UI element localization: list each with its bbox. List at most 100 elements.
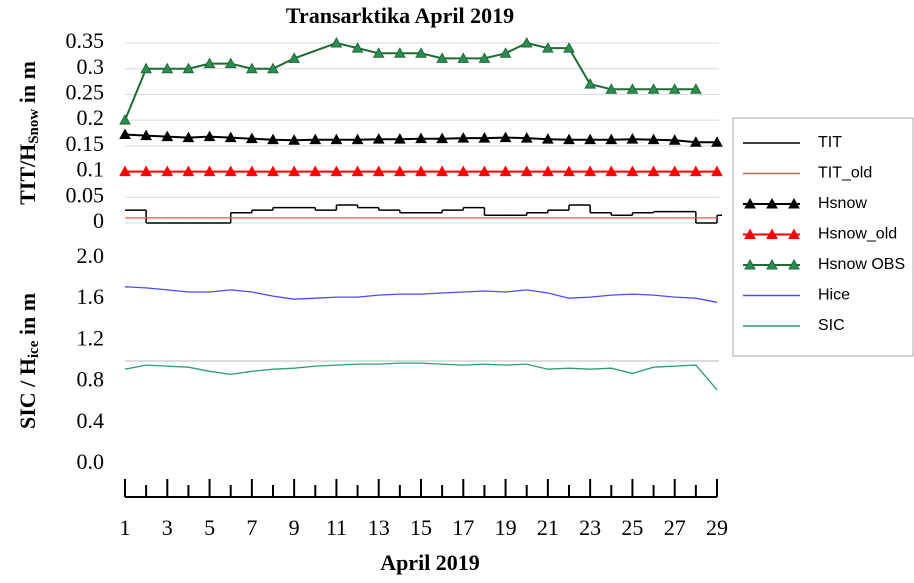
y-tick-label: 2.0 <box>77 243 105 268</box>
series-line <box>124 362 718 391</box>
x-tick-label: 9 <box>289 515 300 540</box>
x-tick-label: 11 <box>326 515 347 540</box>
x-tick-label: 27 <box>664 515 686 540</box>
marker <box>605 165 618 177</box>
marker <box>499 47 512 58</box>
marker <box>478 52 491 63</box>
y-axis-title: SIC / Hice in m <box>15 293 42 429</box>
marker <box>267 133 279 145</box>
marker <box>182 62 195 74</box>
marker <box>584 165 596 177</box>
legend-marker <box>766 228 778 239</box>
y-tick-label: 0.8 <box>77 367 105 392</box>
marker <box>224 131 237 143</box>
marker <box>563 133 575 145</box>
series-line <box>124 41 696 121</box>
marker <box>330 165 343 177</box>
y-axis-title: TIT/HSnow in m <box>15 61 42 205</box>
x-tick-label: 19 <box>495 515 517 540</box>
marker <box>668 165 681 177</box>
legend-label: SIC <box>818 317 845 334</box>
marker <box>267 62 279 74</box>
legend-label: Hsnow OBS <box>818 256 905 273</box>
marker <box>457 132 470 143</box>
marker <box>711 136 723 147</box>
marker <box>542 165 554 177</box>
marker <box>351 42 364 53</box>
y-tick-label: 0.15 <box>66 131 105 156</box>
marker <box>119 128 131 140</box>
marker <box>668 83 681 94</box>
legend-label: Hsnow_old <box>818 226 897 243</box>
marker <box>605 133 618 145</box>
y-tick-label: 1.6 <box>77 284 105 309</box>
x-tick-label: 29 <box>706 515 728 540</box>
legend-marker <box>744 228 756 239</box>
x-tick-label: 23 <box>579 515 601 540</box>
marker <box>203 165 216 177</box>
marker <box>246 132 258 144</box>
marker <box>288 165 300 177</box>
x-tick-label: 17 <box>452 515 474 540</box>
marker <box>224 57 237 69</box>
marker <box>415 47 427 58</box>
legend-label: TIT_old <box>818 165 872 182</box>
series-line <box>124 286 718 303</box>
y-tick-label: 0.3 <box>77 54 105 79</box>
marker <box>668 134 681 145</box>
marker <box>478 165 491 177</box>
marker <box>436 52 448 63</box>
marker <box>584 133 596 145</box>
marker <box>711 165 723 177</box>
legend-label: Hsnow <box>818 195 867 212</box>
marker <box>605 83 618 94</box>
x-tick-label: 21 <box>537 515 559 540</box>
marker <box>647 83 660 94</box>
marker <box>119 165 131 177</box>
marker <box>203 57 216 69</box>
marker <box>140 129 152 141</box>
x-tick-label: 3 <box>162 515 173 540</box>
marker <box>224 165 237 177</box>
x-tick-label: 15 <box>410 515 432 540</box>
y-tick-label: 0.4 <box>77 408 105 433</box>
marker <box>457 165 470 177</box>
marker <box>140 62 152 74</box>
x-tick-label: 25 <box>621 515 643 540</box>
marker <box>372 133 385 144</box>
marker <box>520 132 533 143</box>
marker <box>351 165 364 177</box>
legend-marker <box>788 197 800 209</box>
marker <box>542 42 554 53</box>
marker <box>372 47 385 58</box>
y-tick-label: 1.2 <box>77 325 105 350</box>
marker <box>394 133 406 144</box>
x-tick-label: 13 <box>368 515 390 540</box>
marker <box>246 62 258 74</box>
x-tick-label: 1 <box>120 515 131 540</box>
y-tick-label: 0.35 <box>66 28 105 53</box>
marker <box>499 131 512 143</box>
y-axis-title-part: SIC / H <box>15 358 40 429</box>
y-tick-label: 0.25 <box>66 79 105 104</box>
legend-marker <box>766 197 778 209</box>
y-tick-label: 0.05 <box>66 182 105 207</box>
marker <box>520 36 533 48</box>
marker <box>394 165 406 177</box>
marker <box>330 133 343 145</box>
legend-marker <box>788 258 800 270</box>
marker <box>542 133 554 144</box>
marker <box>161 165 174 177</box>
x-tick-label: 5 <box>204 515 215 540</box>
marker <box>563 165 575 177</box>
y-axis-title-part: TIT/H <box>15 144 40 205</box>
marker <box>351 133 364 145</box>
marker <box>584 78 596 89</box>
marker <box>520 165 533 177</box>
y-tick-label: 0.0 <box>77 449 105 474</box>
marker <box>415 165 427 177</box>
marker <box>690 136 702 147</box>
marker <box>288 134 300 145</box>
legend-box <box>732 117 914 357</box>
y-axis-title-part: ice <box>26 340 42 358</box>
